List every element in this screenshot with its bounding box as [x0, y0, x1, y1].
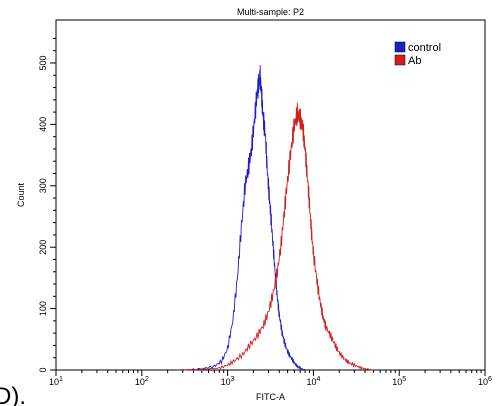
- legend-label-ab: Ab: [408, 55, 421, 67]
- y-tick-label: 200: [38, 240, 48, 255]
- panel-label: D).: [0, 383, 26, 406]
- x-tick-label: 102: [135, 376, 149, 387]
- series-layer: [182, 65, 374, 371]
- y-axis-title: Count: [16, 183, 26, 208]
- x-tick-label: 101: [49, 376, 63, 387]
- y-tick-label: 300: [38, 178, 48, 193]
- y-tick-label: 400: [38, 117, 48, 132]
- plot-frame: [55, 19, 486, 371]
- y-tick-label: 500: [38, 55, 48, 70]
- x-tick-label: 105: [392, 376, 406, 387]
- x-axis-title: FITC-A: [256, 392, 285, 402]
- x-axis: 101 102 103 104 105 106: [49, 370, 492, 387]
- y-tick-label: 100: [38, 301, 48, 316]
- legend-swatch-ab: [394, 54, 406, 66]
- series-line-control: [184, 65, 306, 371]
- series-line-ab: [182, 102, 374, 371]
- x-tick-label: 103: [221, 376, 235, 387]
- legend-swatch-control: [394, 41, 406, 53]
- legend-label-control: control: [408, 42, 441, 54]
- y-axis: 0 100 200 300 400 500: [38, 37, 56, 373]
- x-tick-label: 106: [478, 376, 492, 387]
- chart-title: Multi-sample: P2: [237, 7, 304, 17]
- y-tick-label: 0: [38, 367, 48, 372]
- x-tick-label: 104: [306, 376, 320, 387]
